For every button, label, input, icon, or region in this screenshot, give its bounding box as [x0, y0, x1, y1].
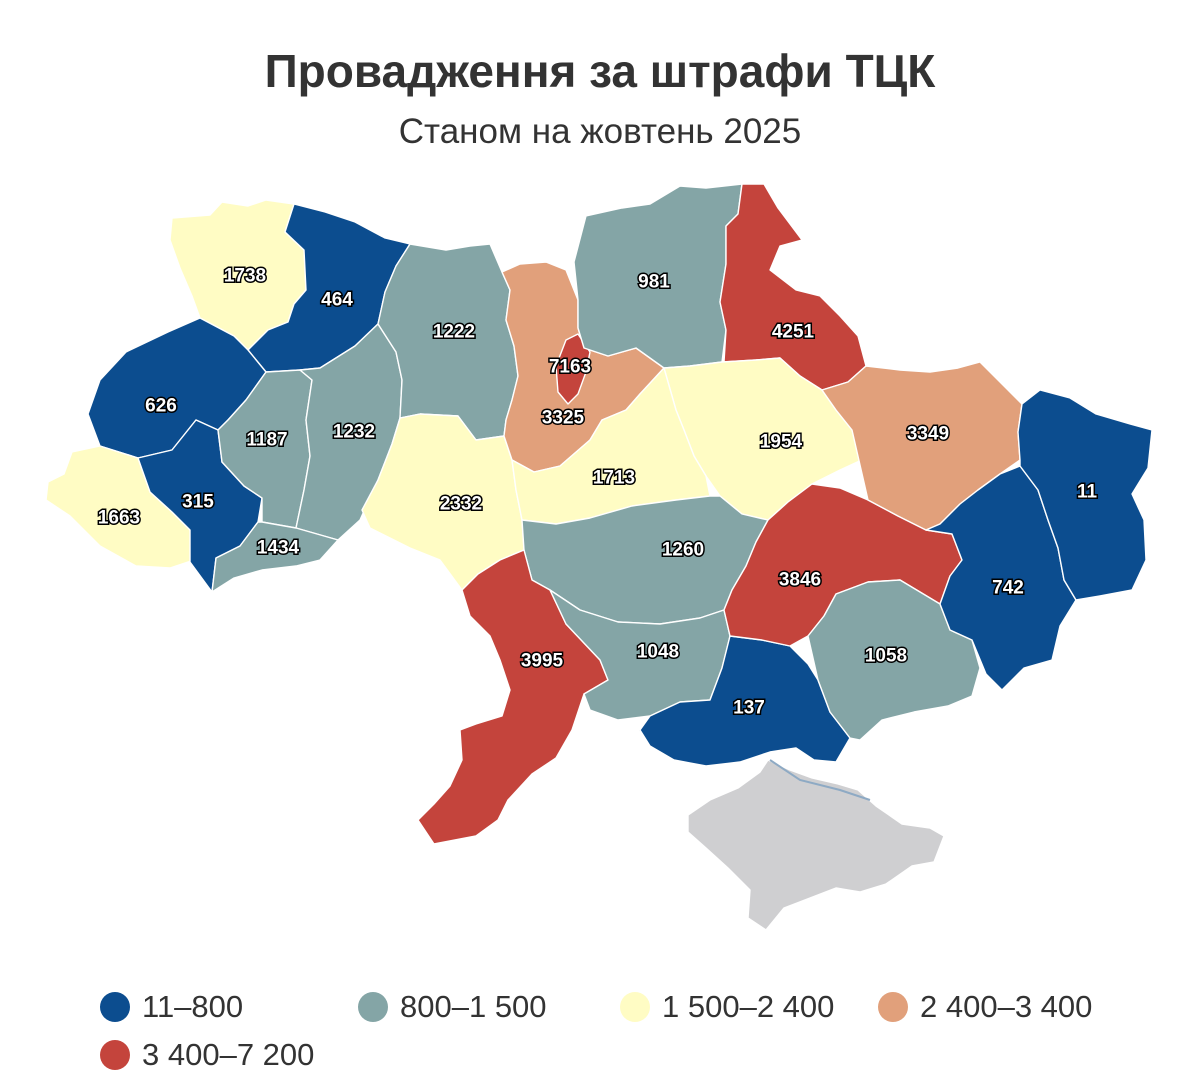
- legend-swatch: [100, 992, 130, 1022]
- legend-label: 3 400–7 200: [142, 1037, 315, 1072]
- region-label: 626: [145, 396, 177, 417]
- map-title: Провадження за штрафи ТЦК: [264, 45, 936, 97]
- region-label: 3995: [521, 651, 564, 672]
- region-3995: [417, 549, 609, 845]
- legend-item: 11–800: [100, 989, 243, 1025]
- legend-swatch: [358, 992, 388, 1022]
- region-label: 981: [638, 272, 670, 293]
- region-label: 4251: [772, 322, 815, 343]
- legend-swatch: [878, 992, 908, 1022]
- region-crimea: [687, 759, 945, 931]
- legend-swatch: [100, 1040, 130, 1070]
- legend-item: 3 400–7 200: [100, 1037, 314, 1073]
- legend-item: 2 400–3 400: [878, 989, 1092, 1025]
- region-label: 7163: [549, 357, 591, 378]
- region-label: 1048: [637, 642, 679, 663]
- region-label: 1232: [333, 422, 375, 443]
- region-label: 3349: [907, 424, 949, 445]
- region-label: 11: [1077, 482, 1098, 503]
- region-label: 3325: [542, 408, 585, 429]
- region-1058: [807, 579, 981, 741]
- legend-swatch: [620, 992, 650, 1022]
- region-label: 2332: [440, 494, 482, 515]
- region-label: 1738: [224, 266, 266, 287]
- region-label: 1713: [593, 468, 635, 489]
- legend-label: 2 400–3 400: [920, 989, 1093, 1024]
- legend-item: 800–1 500: [358, 989, 547, 1025]
- region-label: 1260: [662, 540, 704, 561]
- region-label: 464: [321, 290, 353, 311]
- region-4251: [719, 183, 867, 391]
- map-subtitle: Станом на жовтень 2025: [398, 112, 802, 151]
- region-1434: [211, 521, 339, 593]
- region-label: 1058: [865, 646, 907, 667]
- region-label: 1434: [257, 538, 300, 559]
- legend-label: 800–1 500: [400, 989, 547, 1024]
- region-label: 1187: [246, 430, 287, 451]
- region-label: 1663: [98, 508, 140, 529]
- legend-label: 1 500–2 400: [662, 989, 835, 1024]
- region-742: [925, 465, 1077, 691]
- legend-item: 1 500–2 400: [620, 989, 834, 1025]
- region-label: 742: [992, 578, 1024, 599]
- region-label: 137: [733, 698, 765, 719]
- region-7163: [555, 333, 591, 405]
- region-11: [1017, 389, 1153, 601]
- legend-label: 11–800: [142, 989, 244, 1024]
- region-label: 1222: [433, 322, 475, 343]
- region-label: 315: [182, 492, 214, 513]
- region-label: 3846: [779, 570, 821, 591]
- region-label: 1954: [760, 432, 803, 453]
